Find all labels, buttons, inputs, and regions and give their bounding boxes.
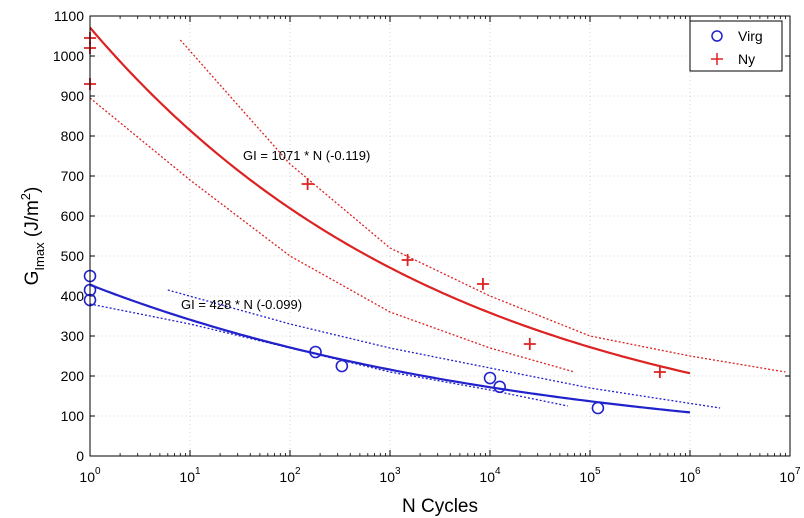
x-tick-label: 102 bbox=[279, 466, 301, 485]
x-tick-label: 101 bbox=[179, 466, 201, 485]
annotation-ny-fit: GI = 1071 * N (-0.119) bbox=[243, 148, 370, 163]
ny-data-point bbox=[523, 338, 536, 350]
x-axis-label: N Cycles bbox=[402, 496, 478, 517]
y-tick-label: 200 bbox=[61, 368, 85, 384]
x-tick-labels: 100 101 102 103 104 105 106 107 bbox=[79, 466, 801, 485]
y-tick-label: 300 bbox=[61, 328, 85, 344]
legend-box bbox=[689, 20, 783, 72]
ny-data-point bbox=[653, 366, 666, 378]
ny-data-point bbox=[301, 178, 314, 190]
y-tick-label: 900 bbox=[61, 88, 85, 104]
x-tick-label: 105 bbox=[579, 466, 601, 485]
plot-frame bbox=[89, 15, 791, 457]
y-tick-label: 500 bbox=[61, 248, 85, 264]
virg-data-point bbox=[493, 380, 506, 394]
legend-label-ny: Ny bbox=[738, 51, 755, 67]
y-tick-label: 800 bbox=[61, 128, 85, 144]
plot-area bbox=[90, 16, 790, 456]
y-tick-label: 600 bbox=[61, 208, 85, 224]
y-tick-label: 1100 bbox=[54, 8, 84, 24]
y-tick-label: 1000 bbox=[53, 48, 84, 64]
legend-marker-virg bbox=[711, 30, 723, 42]
x-tick-label: 103 bbox=[379, 466, 401, 485]
virg-data-point bbox=[309, 345, 322, 359]
x-tick-label: 106 bbox=[679, 466, 701, 485]
y-tick-label: 400 bbox=[61, 288, 85, 304]
virg-data-point bbox=[483, 371, 497, 385]
x-tick-label: 100 bbox=[79, 466, 101, 485]
ny-fit-curve bbox=[89, 26, 691, 375]
annotation-virg-fit: GI = 428 * N (-0.099) bbox=[181, 297, 302, 312]
virg-data-point bbox=[591, 401, 605, 415]
y-tick-labels: 0 100 200 300 400 500 600 700 800 900 1000 1100 bbox=[53, 8, 84, 464]
x-tick-label: 104 bbox=[479, 466, 501, 485]
y-tick-label: 0 bbox=[76, 448, 84, 464]
legend-marker-ny bbox=[711, 53, 723, 65]
y-axis-label: GImax (J/m2) bbox=[18, 187, 47, 286]
virg-fit-curve bbox=[89, 283, 691, 414]
ny-data-point bbox=[401, 254, 414, 266]
ny-bound-upper bbox=[179, 39, 786, 373]
x-tick-label: 107 bbox=[779, 466, 801, 485]
legend: Virg Ny bbox=[689, 20, 783, 72]
legend-label-virg: Virg bbox=[738, 28, 763, 44]
virg-data-point bbox=[335, 359, 349, 373]
ny-bound-lower bbox=[89, 97, 575, 373]
grid bbox=[89, 15, 791, 457]
fit-curves bbox=[89, 26, 691, 414]
y-tick-label: 700 bbox=[61, 168, 85, 184]
y-tick-label: 100 bbox=[61, 408, 85, 424]
ny-data-point bbox=[476, 278, 489, 290]
virg-bound-upper bbox=[167, 289, 721, 409]
